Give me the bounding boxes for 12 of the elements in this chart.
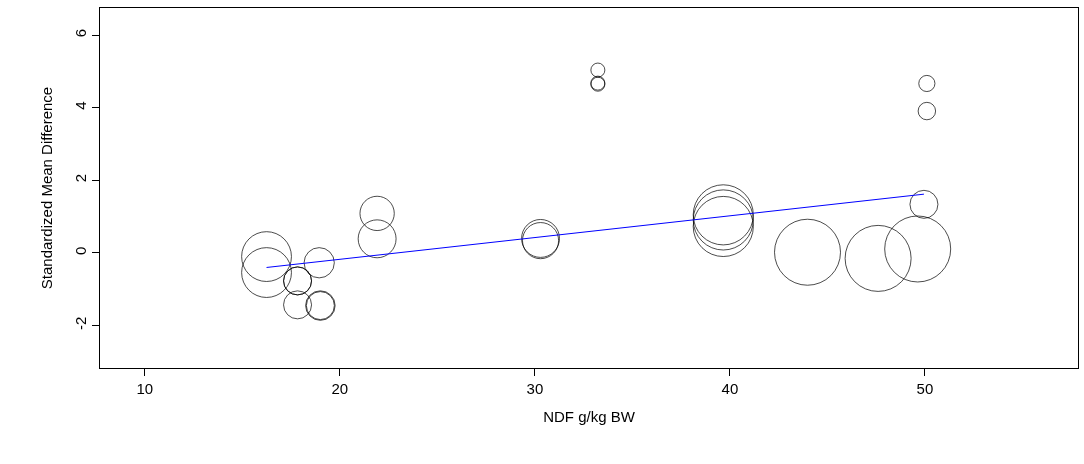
- x-tick-label: 20: [331, 380, 349, 397]
- x-axis-title: NDF g/kg BW: [543, 408, 636, 425]
- x-tick-label: 40: [721, 380, 739, 397]
- y-tick-label: 2: [72, 173, 89, 183]
- x-tick-label: 50: [916, 380, 934, 397]
- x-tick-label: 30: [526, 380, 544, 397]
- x-tick-label: 10: [136, 380, 154, 397]
- y-tick-label: 6: [72, 28, 89, 38]
- y-tick-label: 0: [72, 246, 89, 255]
- y-tick-label: -2: [72, 316, 89, 330]
- y-axis-title: Standardized Mean Difference: [38, 86, 56, 290]
- y-tick-label: 4: [72, 101, 89, 110]
